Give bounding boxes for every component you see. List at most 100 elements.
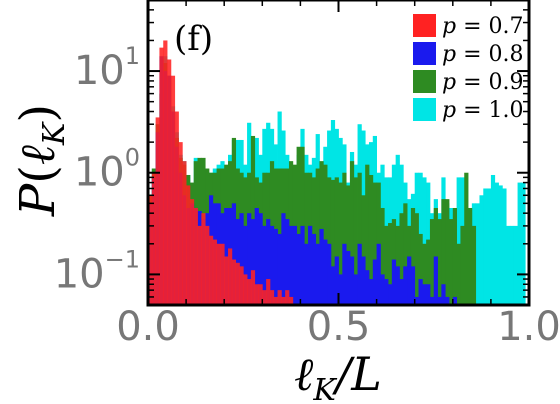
histogram-bar: [380, 207, 385, 305]
histogram-bar: [247, 213, 252, 305]
x-axis-label-ell: ℓ: [294, 347, 314, 401]
histogram-bar: [376, 243, 381, 305]
histogram-bar: [494, 182, 499, 305]
histogram-bar: [182, 161, 187, 305]
legend-label: p = 0.9: [442, 70, 524, 95]
histogram-bar: [281, 213, 286, 305]
axis-ticks: 0.0 0.5 1.0 10−1 100 101: [54, 0, 560, 350]
histogram-bar: [285, 219, 290, 305]
histogram-bar: [353, 274, 358, 305]
histogram-bar: [410, 266, 416, 305]
legend-label: p = 1.0: [442, 98, 524, 123]
histogram-bar: [353, 177, 358, 305]
histogram-bar: [262, 225, 267, 305]
histogram-bar: [388, 223, 393, 305]
histogram-bar: [372, 182, 377, 305]
histogram-bar: [151, 172, 157, 305]
histogram-bar: [216, 243, 221, 305]
histogram-bar: [296, 233, 301, 305]
histogram-bar: [441, 284, 446, 305]
histogram-bar: [311, 233, 317, 305]
histogram-bar: [250, 219, 256, 305]
histogram-bar: [323, 239, 328, 305]
y-axis-label-ell: ℓ: [10, 145, 66, 165]
histogram-bar: [269, 290, 275, 305]
histogram-bar: [239, 266, 244, 305]
histogram-bar: [346, 250, 351, 305]
histogram-bar: [189, 199, 195, 305]
histogram-bar: [506, 225, 511, 305]
histogram-bar: [509, 225, 515, 305]
histogram-bar: [243, 274, 248, 305]
histogram-bar: [342, 172, 347, 305]
histogram-bar: [368, 174, 374, 305]
histogram-bar: [422, 243, 427, 305]
legend-swatch: [413, 42, 436, 65]
histogram-bar: [235, 219, 240, 305]
histogram-bar: [262, 290, 267, 305]
histogram-bar: [174, 111, 179, 305]
histogram-bar: [334, 177, 339, 305]
histogram-bar: [441, 199, 446, 305]
histogram-bar: [288, 296, 294, 305]
histogram-bar: [243, 225, 248, 305]
histogram-bar: [254, 284, 259, 305]
histogram-bar: [437, 219, 442, 305]
histogram-bar: [407, 256, 412, 305]
histogram-bar: [304, 172, 309, 305]
histogram-bar: [292, 225, 297, 305]
x-tick-label: 1.0: [497, 304, 560, 350]
histogram-bar: [315, 243, 320, 305]
histogram-bar: [342, 243, 347, 305]
series-p-0-7: [148, 40, 294, 305]
histogram-bar: [414, 213, 419, 305]
y-tick-label: 10−1: [54, 245, 140, 297]
histogram-bar: [170, 75, 176, 305]
histogram-bar: [418, 279, 423, 305]
histogram-bar: [464, 172, 469, 305]
histogram-bar: [487, 188, 492, 305]
histogram-bar: [269, 225, 275, 305]
histogram-bar: [391, 259, 397, 305]
histogram-bar: [205, 225, 210, 305]
histogram-bar: [410, 207, 416, 305]
histogram-bar: [228, 248, 233, 305]
histogram-bar: [456, 177, 461, 305]
histogram-bar: [479, 195, 484, 305]
histogram-bar: [186, 185, 191, 305]
histogram-bar: [418, 233, 423, 305]
histogram-bar: [319, 228, 324, 305]
histogram-bar: [254, 207, 259, 305]
histogram-bar: [384, 279, 389, 305]
histogram-bar: [167, 59, 172, 305]
histogram-bar: [426, 239, 431, 305]
histogram-bar: [426, 284, 431, 305]
histogram-bar: [308, 225, 313, 305]
histogram-bar: [212, 239, 217, 305]
histogram-bar: [338, 274, 343, 305]
x-axis-label-sub: K: [312, 373, 337, 404]
x-tick-label: 0.5: [307, 304, 371, 350]
histogram-bar: [273, 296, 278, 305]
histogram-bar: [231, 203, 237, 305]
histogram-bar: [471, 225, 477, 305]
histogram-bar: [422, 177, 427, 305]
histogram-bar: [346, 185, 351, 305]
histogram-bar: [368, 279, 374, 305]
histogram-bar: [258, 284, 263, 305]
histogram-bar: [483, 188, 488, 305]
histogram-bar: [315, 168, 320, 305]
y-axis-label-close: ): [10, 104, 66, 123]
histogram-bar: [357, 243, 362, 305]
histogram-bar: [399, 213, 404, 305]
y-axis-label: P(ℓK): [10, 104, 72, 217]
histogram-bar: [490, 174, 496, 305]
y-axis-label-open: (: [10, 165, 66, 184]
histogram-bar: [247, 279, 252, 305]
legend: p = 0.7 p = 0.8 p = 0.9 p = 1.0: [413, 14, 524, 123]
x-axis-label-rest: /L: [332, 347, 382, 401]
histogram-bar: [429, 219, 435, 305]
histogram-bar: [266, 279, 271, 305]
histogram-bar: [437, 296, 442, 305]
